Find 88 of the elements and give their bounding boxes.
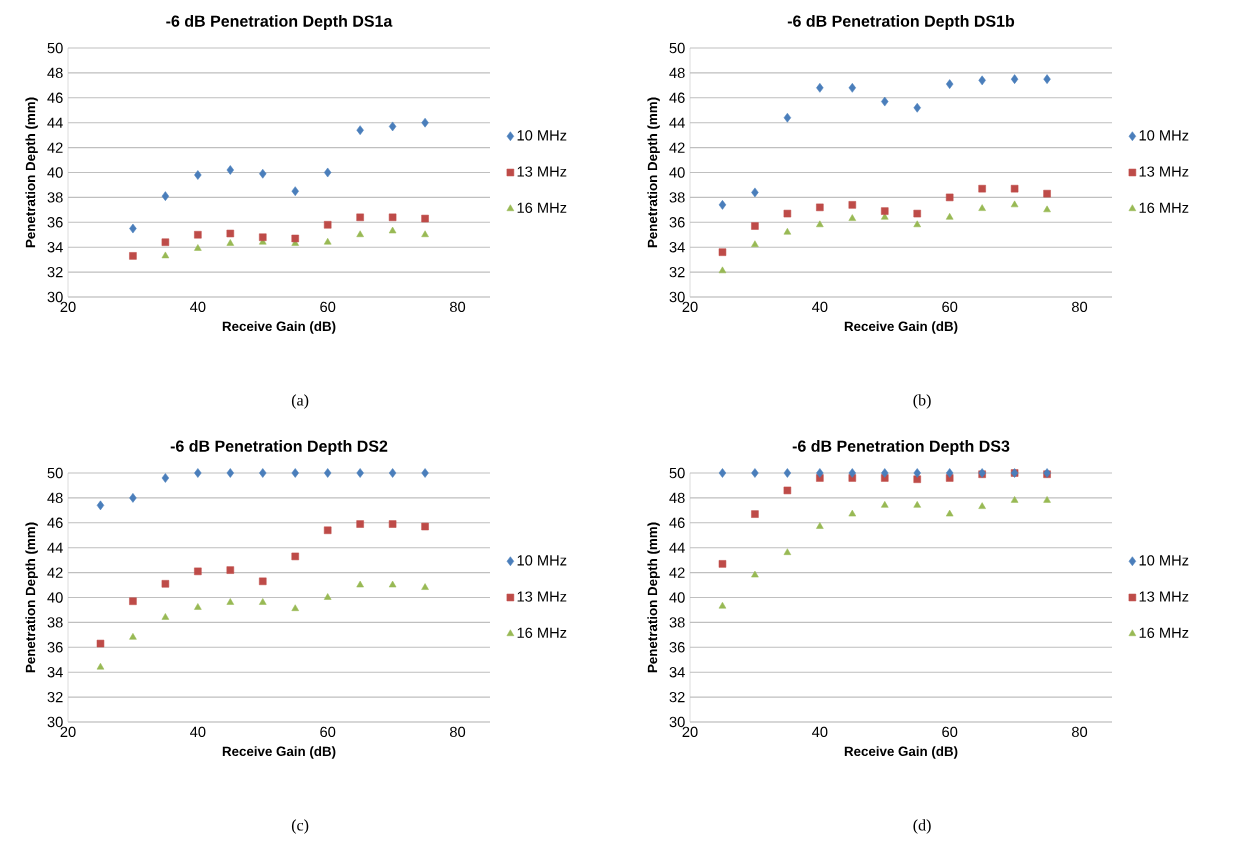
chart-title: -6 dB Penetration Depth DS3	[792, 440, 1010, 455]
y-tick-label: 50	[669, 467, 685, 479]
x-tick-label: 80	[450, 726, 466, 738]
x-tick-label: 60	[942, 726, 958, 738]
y-tick-label: 32	[669, 691, 685, 703]
y-tick-label: 48	[669, 67, 685, 79]
y-tick-label: 32	[669, 266, 685, 278]
y-tick-label: 44	[47, 542, 63, 553]
legend-label: 10 MHz	[517, 555, 567, 566]
text: (d)	[913, 819, 931, 834]
y-tick-label: 44	[47, 117, 63, 128]
legend-label: 16 MHz	[517, 627, 567, 638]
y-tick-label: 48	[669, 492, 685, 504]
x-tick-label: 20	[60, 301, 76, 313]
y-tick-label: 36	[47, 642, 63, 653]
x-tick-label: 80	[1072, 301, 1088, 313]
legend-label: 16 MHz	[1139, 627, 1189, 638]
legend-label: 10 MHz	[517, 130, 567, 141]
y-tick-label: 36	[669, 217, 685, 228]
y-axis-title: Penetration Depth (mm)	[647, 97, 660, 248]
y-axis-title: Penetration Depth (mm)	[25, 97, 38, 248]
y-tick-label: 32	[47, 691, 63, 703]
y-axis-title: Penetration Depth (mm)	[25, 522, 38, 673]
y-tick-label: 38	[669, 617, 685, 628]
chart-title: -6 dB Penetration Depth DS2	[170, 440, 388, 455]
x-tick-label: 60	[942, 301, 958, 313]
x-tick-label: 20	[60, 726, 76, 738]
y-tick-label: 32	[47, 266, 63, 278]
x-tick-label: 80	[1072, 726, 1088, 738]
legend-label: 10 MHz	[1139, 130, 1189, 141]
x-tick-label: 40	[812, 726, 828, 738]
y-tick-label: 36	[47, 217, 63, 228]
x-axis-title: Receive Gain (dB)	[844, 321, 958, 334]
y-tick-label: 34	[669, 667, 685, 678]
y-tick-label: 50	[669, 42, 685, 54]
legend-label: 10 MHz	[1139, 555, 1189, 566]
y-tick-label: 46	[47, 517, 63, 528]
y-tick-label: 40	[47, 592, 63, 603]
y-tick-label: 40	[47, 167, 63, 178]
y-tick-label: 42	[47, 142, 63, 153]
x-tick-label: 40	[190, 726, 206, 738]
x-tick-label: 20	[682, 726, 698, 738]
y-tick-label: 30	[669, 716, 685, 728]
y-tick-label: 30	[669, 291, 685, 303]
y-tick-label: 42	[669, 142, 685, 153]
x-tick-label: 40	[812, 301, 828, 313]
text: (a)	[291, 394, 309, 409]
x-tick-label: 40	[190, 301, 206, 313]
chart-title: -6 dB Penetration Depth DS1b	[787, 15, 1015, 30]
y-tick-label: 48	[47, 67, 63, 79]
y-axis-title: Penetration Depth (mm)	[647, 522, 660, 673]
legend-label: 13 MHz	[517, 591, 567, 602]
y-tick-label: 48	[47, 492, 63, 504]
x-axis-title: Receive Gain (dB)	[844, 746, 958, 759]
y-tick-label: 30	[47, 716, 63, 728]
y-tick-label: 44	[669, 542, 685, 553]
x-axis-title: Receive Gain (dB)	[222, 321, 336, 334]
y-tick-label: 50	[47, 42, 63, 54]
y-tick-label: 34	[669, 242, 685, 253]
y-tick-label: 46	[47, 92, 63, 103]
y-tick-label: 42	[47, 567, 63, 578]
x-tick-label: 80	[450, 301, 466, 313]
y-tick-label: 38	[669, 192, 685, 203]
y-tick-label: 44	[669, 117, 685, 128]
y-tick-label: 40	[669, 167, 685, 178]
x-tick-label: 20	[682, 301, 698, 313]
y-tick-label: 38	[47, 192, 63, 203]
y-tick-label: 34	[47, 667, 63, 678]
legend-label: 13 MHz	[1139, 591, 1189, 602]
x-axis-title: Receive Gain (dB)	[222, 746, 336, 759]
text: (b)	[913, 394, 931, 409]
y-tick-label: 36	[669, 642, 685, 653]
legend-label: 13 MHz	[517, 166, 567, 177]
y-tick-label: 46	[669, 517, 685, 528]
x-tick-label: 60	[320, 301, 336, 313]
y-tick-label: 50	[47, 467, 63, 479]
y-tick-label: 38	[47, 617, 63, 628]
legend-label: 16 MHz	[517, 202, 567, 214]
legend-label: 13 MHz	[1139, 166, 1189, 177]
y-tick-label: 40	[669, 592, 685, 603]
y-tick-label: 30	[47, 291, 63, 303]
legend-label: 16 MHz	[1139, 202, 1189, 214]
text: (c)	[291, 819, 309, 834]
y-tick-label: 42	[669, 567, 685, 578]
chart-title: -6 dB Penetration Depth DS1a	[166, 15, 393, 30]
y-tick-label: 46	[669, 92, 685, 103]
y-tick-label: 34	[47, 242, 63, 253]
x-tick-label: 60	[320, 726, 336, 738]
